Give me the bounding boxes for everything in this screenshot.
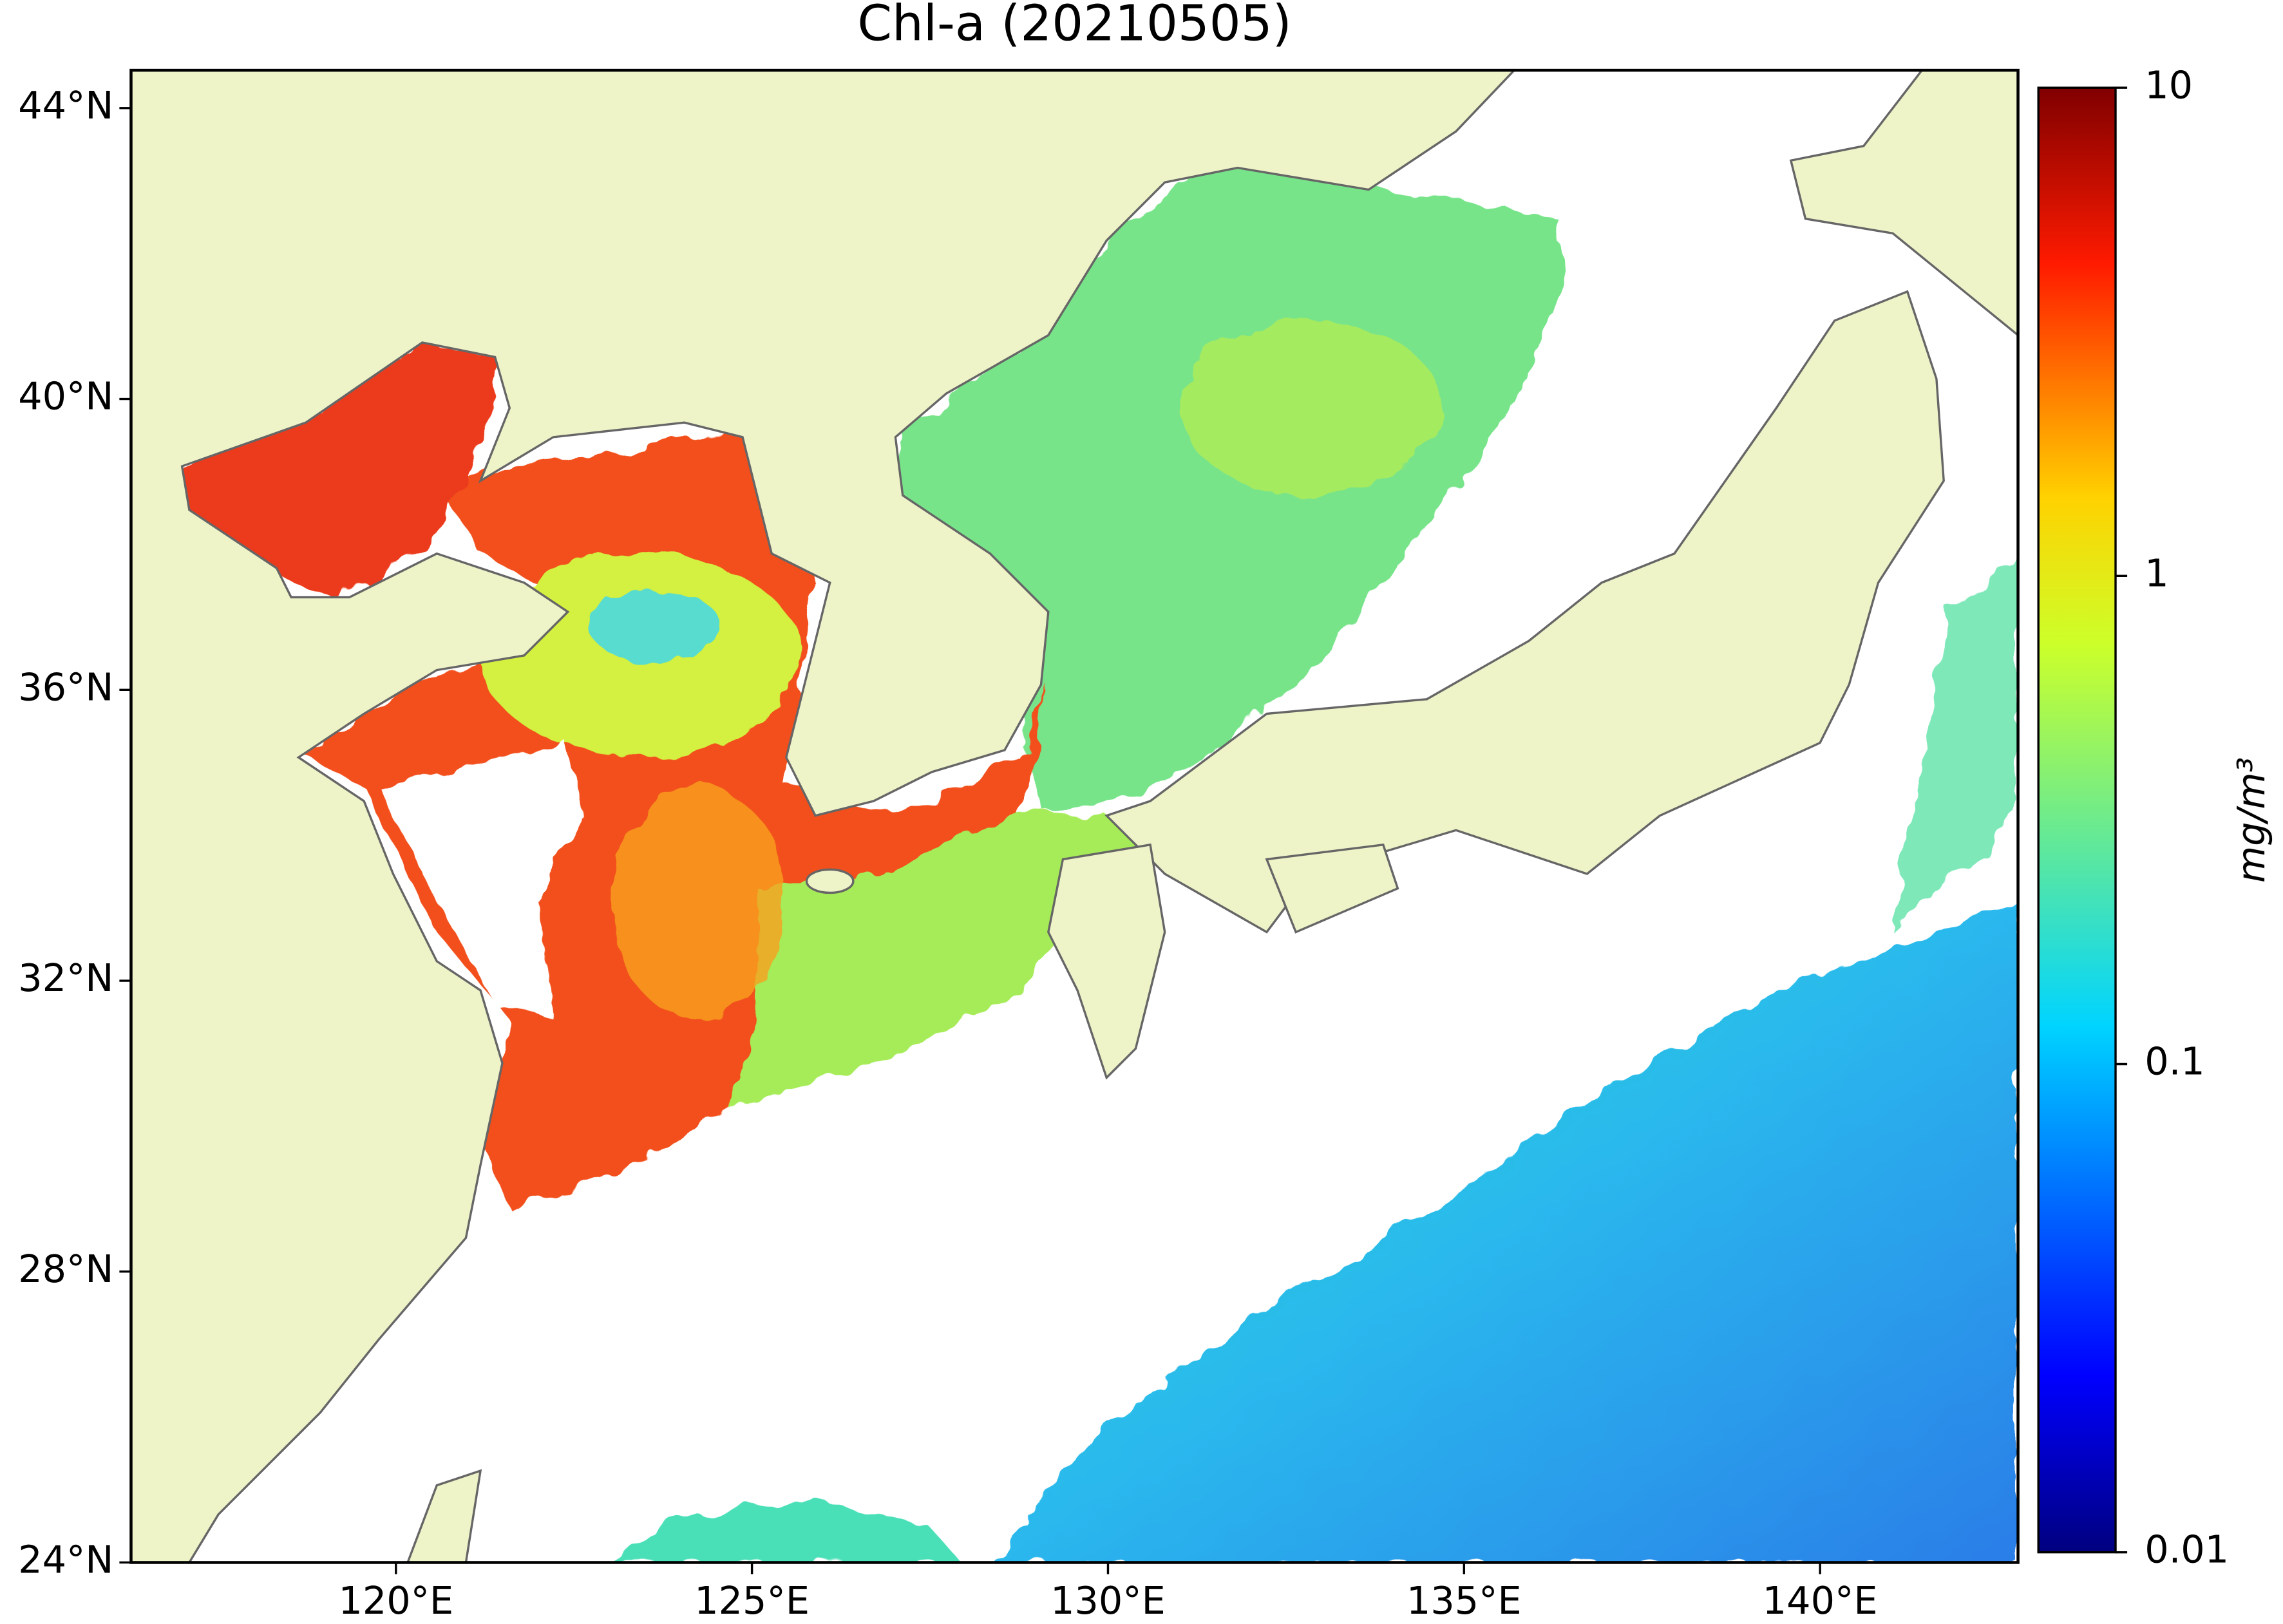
colorbar-tick-label: 0.1 (2145, 1039, 2204, 1084)
x-tick-label: 140°E (1763, 1578, 1878, 1623)
colorbar-tick-label: 0.01 (2145, 1527, 2229, 1572)
colorbar-tick-label: 1 (2145, 551, 2168, 595)
x-tick-label: 120°E (338, 1578, 453, 1623)
x-tick-label: 125°E (694, 1578, 810, 1623)
y-tick-label: 32°N (18, 956, 113, 1000)
x-tick-label: 135°E (1407, 1578, 1522, 1623)
title: Chl-a (20210505) (857, 0, 1291, 52)
map-frame (129, 68, 2020, 1564)
colorbar-label: mg/m³ (2229, 757, 2273, 883)
x-tick-label: 130°E (1050, 1578, 1166, 1623)
colorbar (2037, 86, 2117, 1554)
y-tick-label: 36°N (18, 665, 113, 709)
y-tick-label: 24°N (18, 1538, 113, 1582)
y-tick-label: 28°N (18, 1247, 113, 1291)
y-tick-label: 40°N (18, 374, 113, 419)
chlorophyll-field (182, 160, 2018, 1563)
land (131, 70, 2018, 1563)
y-tick-label: 44°N (18, 83, 113, 127)
map-area (131, 70, 2018, 1563)
colorbar-tick-label: 10 (2145, 62, 2193, 107)
